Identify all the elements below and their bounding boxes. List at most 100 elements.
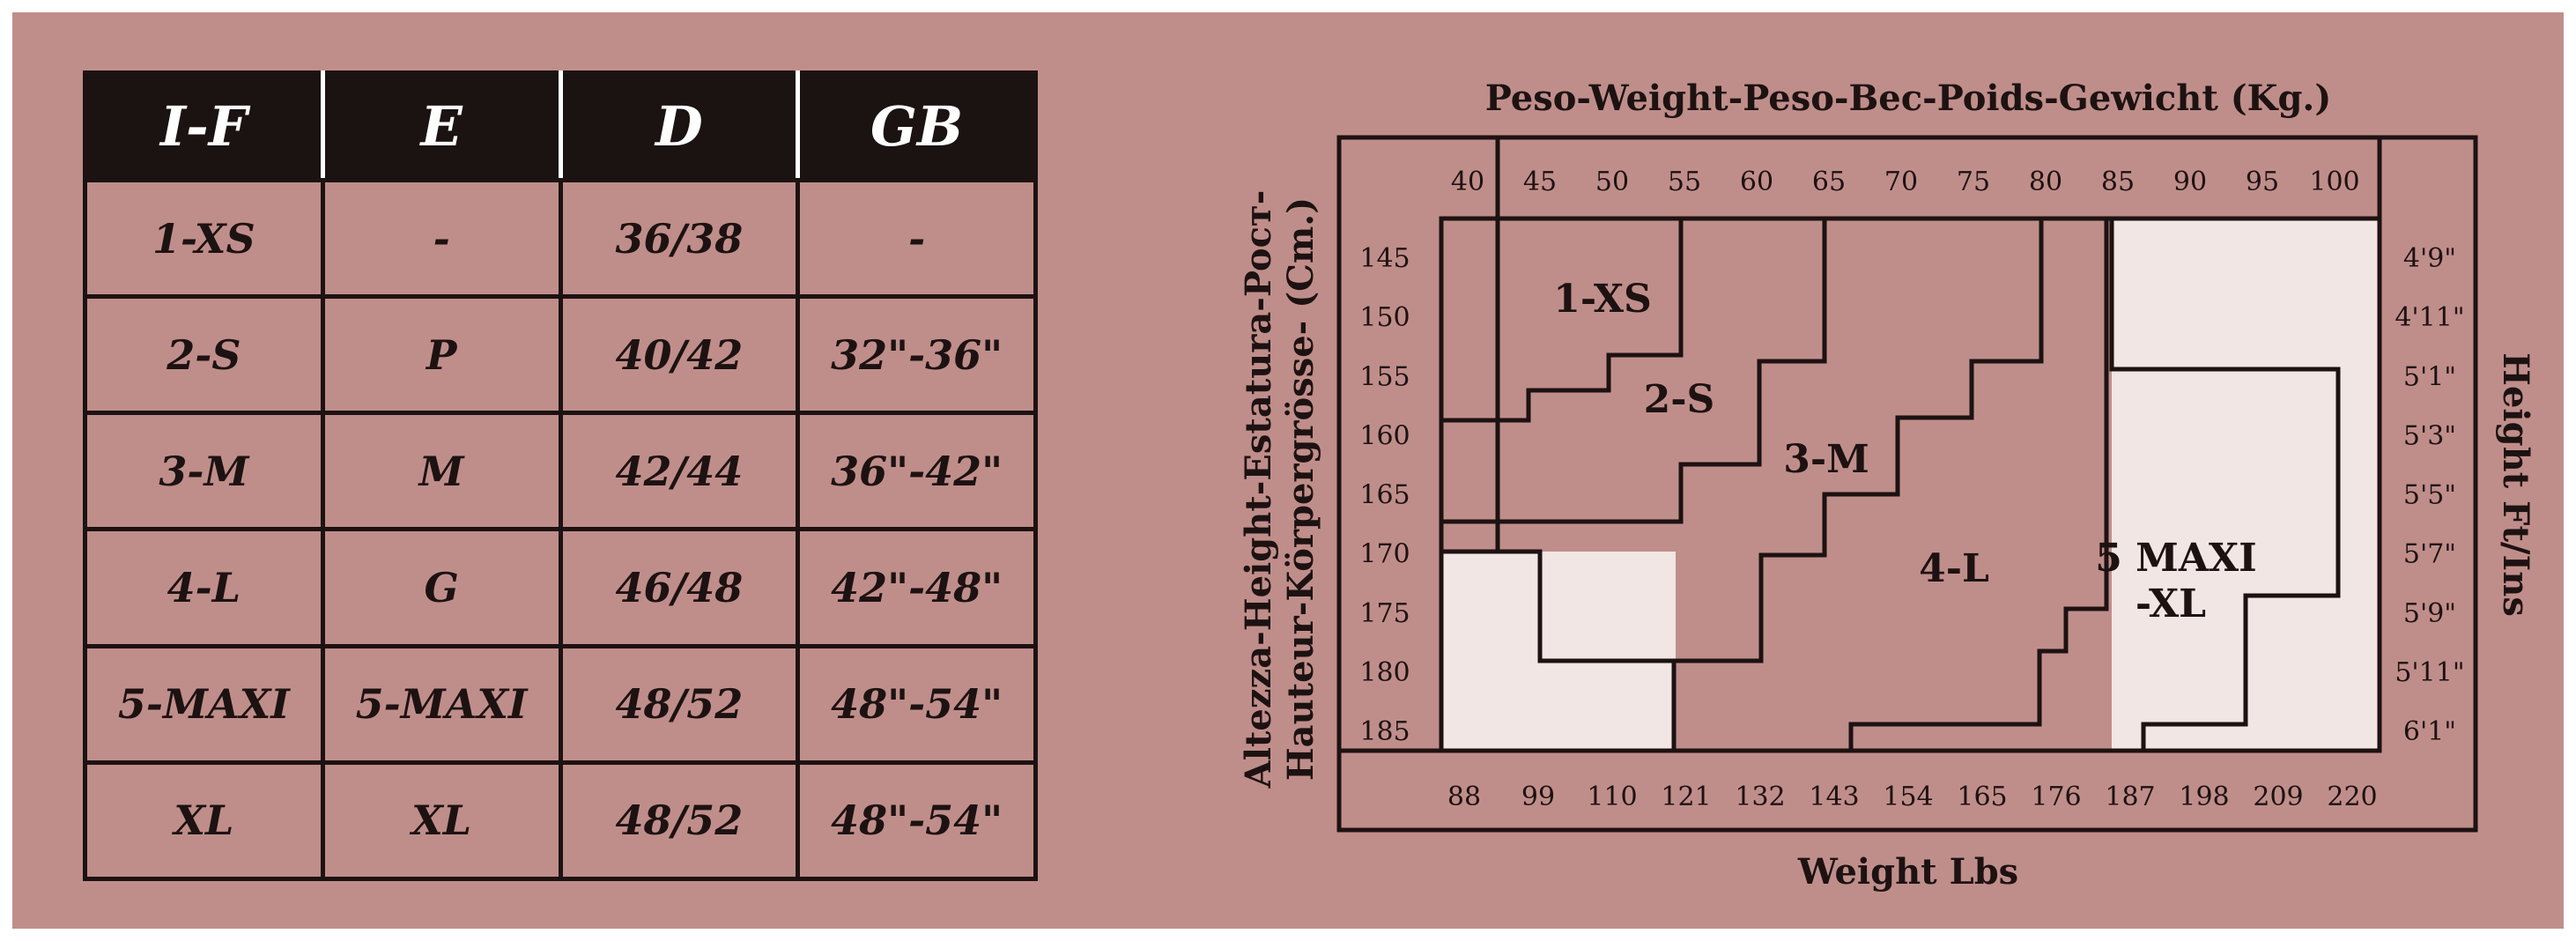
height-cm-title-line2: Hauteur-Körpergrösse- (Cm.) bbox=[1280, 197, 1321, 781]
ftin-tick-label: 5'3" bbox=[2403, 420, 2456, 451]
zone-line-l bbox=[1848, 219, 2109, 751]
lbs-tick-label: 143 bbox=[1809, 782, 1859, 812]
size-conversion-table: I-F E D GB 1-XS - 36/38 - 2-S P 40/42 32… bbox=[83, 70, 1038, 882]
table-cell: 46/48 bbox=[558, 527, 801, 648]
cm-tick-labels: 145 150 155 160 165 170 175 180 185 bbox=[1359, 243, 1410, 747]
cm-tick-label: 180 bbox=[1359, 657, 1410, 688]
table-header-row: I-F E D GB bbox=[83, 70, 1038, 182]
weight-kg-title: Peso-Weight-Peso-Bec-Poids-Gewicht (Kg.) bbox=[1485, 78, 2332, 119]
region-label-m: 3-M bbox=[1783, 437, 1869, 482]
lbs-tick-label: 220 bbox=[2327, 782, 2377, 812]
lbs-tick-label: 121 bbox=[1661, 782, 1711, 812]
table-row: 5-MAXI 5-MAXI 48/52 48"-54" bbox=[83, 643, 1038, 765]
kg-tick-label: 75 bbox=[1957, 167, 1990, 197]
ftin-tick-label: 6'1" bbox=[2403, 716, 2456, 747]
lbs-tick-label: 88 bbox=[1447, 782, 1481, 812]
cm-tick-label: 185 bbox=[1359, 716, 1410, 747]
kg-tick-label: 60 bbox=[1740, 167, 1773, 197]
zone-line-xs bbox=[1441, 219, 1684, 423]
zone-line-s bbox=[1441, 219, 1827, 524]
kg-tick-label: 100 bbox=[2309, 167, 2359, 197]
ftin-tick-label: 4'9" bbox=[2403, 243, 2456, 274]
region-label-l: 4-L bbox=[1919, 546, 1989, 591]
kg-tick-labels: 40 45 50 55 60 65 70 75 80 85 90 95 100 bbox=[1451, 167, 2360, 197]
cm-tick-label: 170 bbox=[1359, 539, 1410, 570]
header-cell-gb: GB bbox=[796, 70, 1038, 182]
region-label-xs: 1-XS bbox=[1553, 277, 1652, 322]
ftin-tick-label: 5'5" bbox=[2403, 480, 2456, 511]
zone-line-xl bbox=[2109, 219, 2341, 751]
table-cell: M bbox=[320, 411, 563, 532]
kg-tick-label: 50 bbox=[1595, 167, 1629, 197]
table-cell: XL bbox=[83, 759, 325, 882]
ftin-tick-label: 5'7" bbox=[2403, 539, 2456, 570]
kg-tick-label: 55 bbox=[1668, 167, 1701, 197]
lbs-tick-label: 176 bbox=[2031, 782, 2081, 812]
cm-tick-label: 160 bbox=[1359, 420, 1410, 451]
table-cell: 3-M bbox=[83, 411, 325, 532]
table-cell: - bbox=[320, 177, 563, 300]
kg-tick-label: 95 bbox=[2246, 167, 2279, 197]
ftin-tick-label: 5'9" bbox=[2403, 598, 2456, 629]
table-cell: P bbox=[320, 294, 563, 416]
table-cell: 4-L bbox=[83, 527, 325, 648]
kg-tick-label: 65 bbox=[1812, 167, 1846, 197]
table-cell: 36"-42" bbox=[796, 411, 1038, 532]
cm-tick-label: 165 bbox=[1359, 480, 1410, 511]
height-ftin-title: Height Ft/Ins bbox=[2495, 352, 2536, 617]
header-cell-if: I-F bbox=[83, 70, 325, 182]
table-cell: 48/52 bbox=[558, 643, 801, 765]
zone-line-m bbox=[1441, 219, 2044, 663]
table-row: 4-L G 46/48 42"-48" bbox=[83, 527, 1038, 648]
table-row: XL XL 48/52 48"-54" bbox=[83, 759, 1038, 882]
lbs-tick-label: 187 bbox=[2105, 782, 2155, 812]
kg-tick-label: 45 bbox=[1523, 167, 1557, 197]
header-cell-e: E bbox=[320, 70, 563, 182]
table-cell: 5-MAXI bbox=[83, 643, 325, 765]
lbs-tick-label: 99 bbox=[1521, 782, 1555, 812]
table-cell: 42"-48" bbox=[796, 527, 1038, 648]
cm-tick-label: 145 bbox=[1359, 243, 1410, 274]
kg-tick-label: 70 bbox=[1884, 167, 1918, 197]
lbs-tick-label: 165 bbox=[1957, 782, 2007, 812]
kg-tick-label: 80 bbox=[2029, 167, 2062, 197]
table-cell: 40/42 bbox=[558, 294, 801, 416]
ftin-tick-label: 5'11" bbox=[2395, 657, 2464, 688]
table-cell: 48"-54" bbox=[796, 643, 1038, 765]
cm-tick-label: 155 bbox=[1359, 361, 1410, 392]
table-cell: G bbox=[320, 527, 563, 648]
lbs-tick-label: 132 bbox=[1735, 782, 1785, 812]
table-cell: XL bbox=[320, 759, 563, 882]
region-label-xl-line1: 5 MAXI bbox=[2095, 536, 2257, 581]
lbs-tick-labels: 88 99 110 121 132 143 154 165 176 187 198 209 220 bbox=[1447, 782, 2378, 812]
weight-lbs-title: Weight Lbs bbox=[1797, 851, 2018, 893]
table-cell: 2-S bbox=[83, 294, 325, 416]
lbs-tick-label: 154 bbox=[1883, 782, 1933, 812]
kg-tick-label: 90 bbox=[2173, 167, 2207, 197]
table-cell: 36/38 bbox=[558, 177, 801, 300]
ftin-tick-labels: 4'9" 4'11" 5'1" 5'3" 5'5" 5'7" 5'9" 5'11" 6'1" bbox=[2395, 243, 2464, 747]
table-row: 2-S P 40/42 32"-36" bbox=[83, 294, 1038, 416]
ftin-tick-label: 5'1" bbox=[2403, 361, 2456, 392]
ftin-tick-label: 4'11" bbox=[2395, 302, 2464, 333]
grid-frame bbox=[1439, 216, 2382, 753]
unused-region-bottom-left bbox=[1441, 552, 1676, 751]
region-label-s: 2-S bbox=[1644, 377, 1715, 422]
table-row: 3-M M 42/44 36"-42" bbox=[83, 411, 1038, 532]
table-cell: 32"-36" bbox=[796, 294, 1038, 416]
cm-tick-label: 150 bbox=[1359, 302, 1410, 333]
lbs-tick-label: 209 bbox=[2253, 782, 2303, 812]
table-cell: 42/44 bbox=[558, 411, 801, 532]
cm-tick-label: 175 bbox=[1359, 598, 1410, 629]
kg-tick-label: 40 bbox=[1451, 167, 1484, 197]
table-row: 1-XS - 36/38 - bbox=[83, 177, 1038, 300]
kg-tick-label: 85 bbox=[2101, 167, 2135, 197]
region-label-xl-line2: -XL bbox=[2136, 582, 2206, 626]
lbs-tick-label: 110 bbox=[1587, 782, 1637, 812]
table-cell: 48/52 bbox=[558, 759, 801, 882]
height-cm-title-line1: Altezza-Height-Estatura-Pocт- bbox=[1238, 190, 1279, 789]
table-cell: 1-XS bbox=[83, 177, 325, 300]
lbs-tick-label: 198 bbox=[2179, 782, 2229, 812]
table-cell: 5-MAXI bbox=[320, 643, 563, 765]
